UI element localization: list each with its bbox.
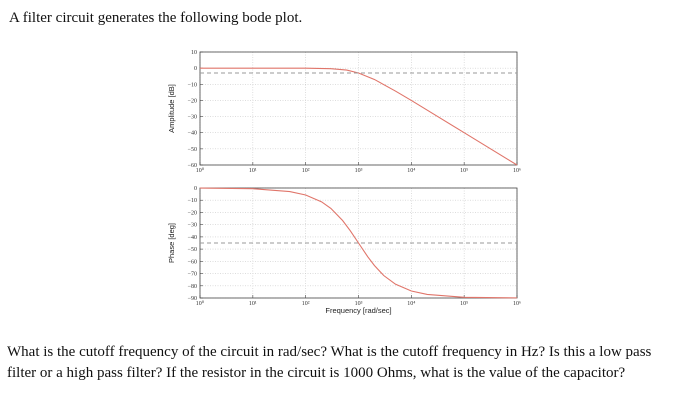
phase-y-tick-label: −60 [188, 259, 197, 265]
amplitude-y-axis-label: Amplitude [dB] [167, 84, 176, 133]
phase-x-tick-label: 10² [302, 301, 310, 307]
phase-y-tick-label: −50 [188, 247, 197, 253]
amplitude-y-tick-label: −30 [188, 115, 197, 121]
phase-y-axis-label: Phase [deg] [167, 223, 176, 263]
phase-y-tick-label: −80 [188, 284, 197, 290]
amplitude-y-tick-label: −60 [188, 163, 197, 169]
phase-response-line [199, 187, 518, 299]
phase-x-tick-label: 10¹ [249, 301, 257, 307]
phase-x-tick-label: 10⁶ [513, 301, 521, 307]
amplitude-y-tick-label: 10 [191, 50, 197, 56]
amplitude-x-tick-label: 10⁶ [513, 168, 521, 174]
amplitude-y-tick-label: −50 [188, 147, 197, 153]
phase-y-tick-label: 0 [194, 186, 197, 192]
problem-intro: A filter circuit generates the following… [9, 10, 303, 26]
phase-y-tick-label: −20 [188, 210, 197, 216]
amplitude-x-tick-label: 10⁰ [196, 167, 205, 174]
bode-plot-figure: 10⁰ 10¹ 10² 10³ 10⁴ 10⁵ 10⁶ 10 0 −10 −20 −30 −40 −50 −… [163, 45, 523, 325]
amplitude-axes-frame [199, 51, 518, 166]
amplitude-x-tick-label: 10² [302, 168, 310, 174]
amplitude-x-tick-label: 10⁵ [460, 168, 468, 174]
problem-question: What is the cutoff frequency of the circ… [7, 344, 652, 381]
phase-x-tick-label: 10⁵ [460, 301, 468, 307]
phase-y-tick-label: −90 [188, 296, 197, 302]
amplitude-response-line [200, 67, 518, 166]
phase-x-tick-label: 10⁰ [196, 300, 205, 307]
amplitude-x-tick-label: 10³ [355, 168, 363, 174]
phase-y-tick-label: −10 [188, 198, 197, 204]
amplitude-x-tick-label: 10¹ [249, 168, 257, 174]
phase-y-tick-label: −30 [188, 223, 197, 229]
amplitude-y-tick-label: −40 [188, 131, 197, 137]
amplitude-x-tick-label: 10⁴ [407, 168, 415, 174]
amplitude-y-tick-label: −10 [188, 82, 197, 88]
phase-x-tick-label: 10³ [355, 301, 363, 307]
bode-plot-svg: 10⁰ 10¹ 10² 10³ 10⁴ 10⁵ 10⁶ 10 0 −10 −20 −30 −40 −50 −… [167, 50, 521, 315]
phase-x-tick-label: 10⁴ [407, 301, 415, 307]
amplitude-y-tick-label: −20 [188, 98, 197, 104]
amplitude-y-tick-label: 0 [194, 66, 197, 72]
phase-x-axis-label: Frequency [rad/sec] [325, 306, 391, 315]
phase-y-tick-label: −70 [188, 272, 197, 278]
phase-y-tick-label: −40 [188, 235, 197, 241]
